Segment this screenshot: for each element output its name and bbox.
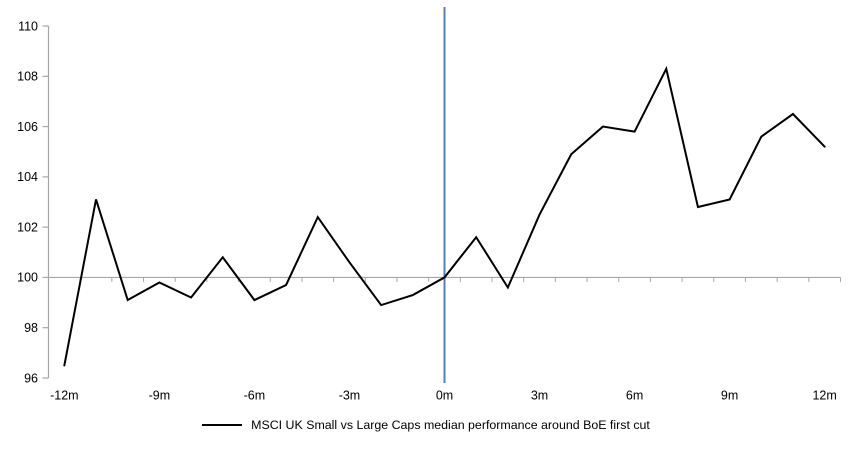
x-tick-label: -12m — [50, 389, 78, 403]
x-axis-ticks — [48, 277, 841, 282]
y-tick-label: 110 — [18, 19, 38, 33]
x-tick-label: 0m — [436, 389, 453, 403]
y-tick-label: 106 — [17, 120, 38, 134]
y-tick-label: 104 — [17, 170, 38, 184]
y-tick-label: 98 — [24, 321, 38, 335]
legend-label: MSCI UK Small vs Large Caps median perfo… — [251, 418, 650, 432]
series-line — [63, 65, 826, 367]
y-tick-label: 96 — [24, 371, 38, 385]
y-axis-labels: 96 98 100 102 104 106 108 110 — [17, 19, 38, 385]
x-tick-label: 3m — [531, 389, 548, 403]
x-tick-label: -6m — [244, 389, 266, 403]
legend-line-swatch — [202, 424, 243, 426]
y-tick-label: 102 — [17, 220, 38, 234]
x-tick-label: 9m — [721, 389, 738, 403]
x-axis-labels: -12m -9m -6m -3m 0m 3m 6m 9m 12m — [50, 389, 837, 403]
legend: MSCI UK Small vs Large Caps median perfo… — [0, 416, 852, 434]
x-tick-label: 6m — [626, 389, 643, 403]
y-axis — [42, 25, 50, 379]
x-tick-label: -3m — [339, 389, 361, 403]
y-tick-label: 100 — [17, 271, 38, 285]
x-tick-label: 12m — [812, 389, 836, 403]
x-tick-label: -9m — [149, 389, 171, 403]
y-tick-label: 108 — [17, 70, 38, 84]
